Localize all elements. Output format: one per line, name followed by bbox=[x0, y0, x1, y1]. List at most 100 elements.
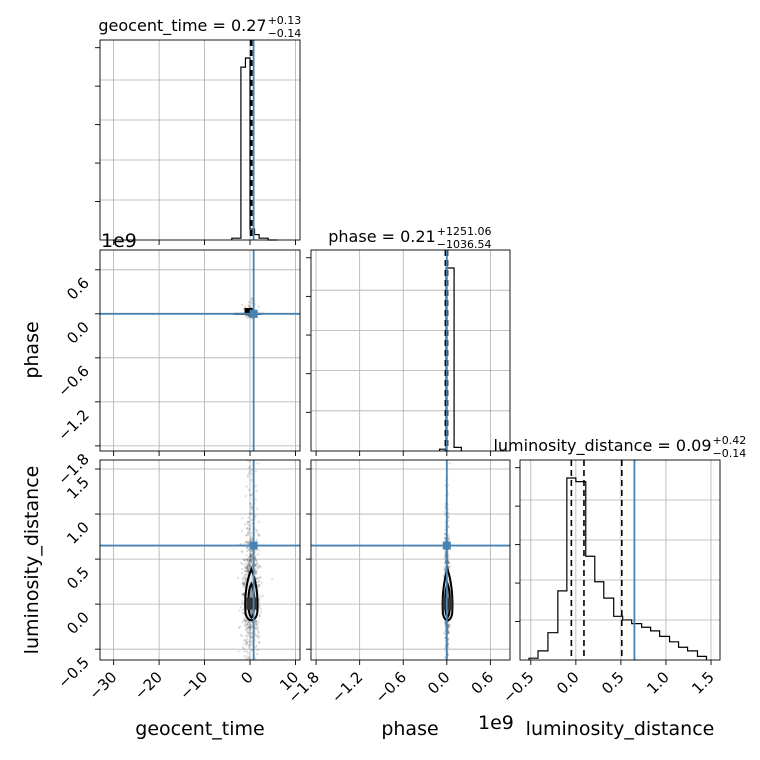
title-plus-error: +0.13 bbox=[268, 14, 302, 27]
sample-point bbox=[443, 620, 447, 624]
y-tick-label: 0.0 bbox=[63, 318, 93, 348]
sample-point bbox=[270, 577, 274, 581]
sample-point bbox=[246, 533, 250, 536]
x-tick-label: −10 bbox=[176, 668, 211, 703]
sample-point bbox=[250, 559, 253, 563]
sample-point bbox=[254, 626, 258, 630]
sample-point bbox=[443, 567, 446, 570]
sample-point bbox=[259, 565, 262, 569]
sample-point bbox=[246, 570, 250, 573]
x-tick-label: 0.0 bbox=[553, 668, 583, 698]
sample-point bbox=[248, 621, 251, 624]
sample-point bbox=[239, 605, 242, 609]
panel-background bbox=[100, 460, 300, 660]
sample-point bbox=[447, 555, 450, 558]
sample-point bbox=[241, 646, 244, 649]
sample-point bbox=[248, 527, 251, 531]
sample-point bbox=[249, 535, 253, 538]
sample-point bbox=[243, 576, 247, 579]
sample-point bbox=[249, 502, 252, 506]
x-axis-label-luminosity_distance: luminosity_distance bbox=[526, 718, 715, 740]
sample-point bbox=[254, 645, 257, 649]
sample-point bbox=[255, 623, 259, 626]
sample-point bbox=[245, 642, 249, 645]
panel-background bbox=[311, 250, 510, 451]
sample-point bbox=[255, 634, 258, 638]
sample-point bbox=[250, 624, 254, 627]
sample-point bbox=[257, 636, 260, 639]
sample-point bbox=[244, 569, 247, 573]
sample-point bbox=[255, 623, 258, 626]
sample-point bbox=[250, 637, 253, 640]
offset-label-phase-x: 1e9 bbox=[478, 712, 514, 734]
sample-point bbox=[443, 630, 446, 633]
sample-point bbox=[250, 620, 254, 624]
sample-point bbox=[245, 622, 249, 625]
sample-point bbox=[245, 558, 248, 562]
sample-point bbox=[243, 618, 247, 621]
y-tick-label: 0.5 bbox=[63, 563, 93, 593]
sample-point bbox=[245, 573, 248, 576]
sample-point bbox=[448, 623, 452, 627]
sample-point bbox=[443, 557, 447, 560]
sample-point bbox=[249, 559, 253, 563]
x-axis-label-geocent_time: geocent_time bbox=[135, 718, 264, 740]
sample-point bbox=[245, 623, 249, 626]
sample-point bbox=[254, 557, 257, 561]
sample-point bbox=[254, 656, 257, 659]
sample-point bbox=[248, 628, 252, 631]
sample-point bbox=[246, 316, 249, 320]
sample-point bbox=[241, 563, 245, 566]
sample-point bbox=[241, 608, 245, 612]
sample-point bbox=[255, 652, 259, 656]
sample-point bbox=[247, 627, 250, 630]
sample-point bbox=[250, 625, 254, 629]
sample-point bbox=[245, 565, 249, 568]
sample-point bbox=[255, 559, 259, 563]
sample-point bbox=[249, 502, 252, 505]
sample-point bbox=[250, 538, 254, 541]
sample-point bbox=[250, 620, 253, 624]
sample-point bbox=[246, 531, 250, 535]
sample-point bbox=[444, 553, 447, 556]
sample-point bbox=[249, 636, 253, 639]
sample-point bbox=[256, 567, 259, 570]
sample-point bbox=[248, 460, 251, 463]
sample-point bbox=[246, 626, 250, 630]
sample-point bbox=[247, 559, 250, 563]
sample-point bbox=[245, 566, 248, 570]
density-peak bbox=[244, 307, 253, 315]
sample-point bbox=[254, 563, 257, 566]
sample-point bbox=[257, 305, 260, 308]
sample-point bbox=[447, 561, 450, 565]
sample-point bbox=[256, 532, 260, 536]
sample-point bbox=[244, 619, 248, 622]
sample-point bbox=[242, 576, 245, 580]
sample-point bbox=[243, 642, 246, 645]
sample-point bbox=[241, 601, 245, 605]
sample-point bbox=[245, 650, 249, 653]
x-tick-label: −30 bbox=[85, 668, 120, 703]
x-tick-label: 0 bbox=[237, 668, 256, 687]
sample-point bbox=[247, 563, 250, 566]
sample-point bbox=[247, 569, 250, 572]
sample-point bbox=[242, 558, 245, 561]
sample-point bbox=[247, 488, 251, 492]
sample-point bbox=[239, 633, 243, 637]
sample-point bbox=[244, 577, 247, 580]
sample-point bbox=[246, 634, 249, 638]
sample-point bbox=[244, 562, 247, 565]
sample-point bbox=[250, 299, 253, 303]
y-tick-label: −0.5 bbox=[54, 653, 92, 691]
sample-point bbox=[448, 625, 451, 628]
sample-point bbox=[245, 575, 249, 578]
sample-point bbox=[256, 648, 260, 652]
y-tick-label: 0.0 bbox=[63, 608, 93, 638]
histogram-step-phase bbox=[438, 267, 462, 451]
sample-point bbox=[257, 630, 260, 633]
sample-point bbox=[254, 470, 258, 473]
sample-point bbox=[243, 559, 247, 562]
sample-point bbox=[259, 611, 263, 614]
sample-point bbox=[242, 542, 246, 546]
sample-point bbox=[257, 641, 261, 644]
